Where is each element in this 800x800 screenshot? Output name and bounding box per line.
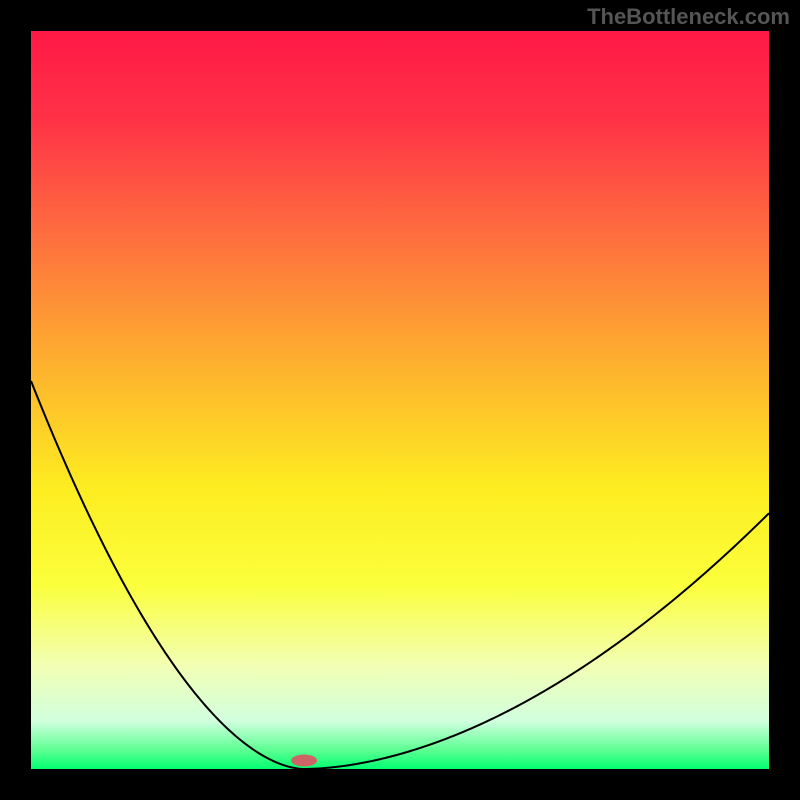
watermark-text: TheBottleneck.com	[587, 4, 790, 30]
bottleneck-chart	[0, 0, 800, 800]
chart-stage: TheBottleneck.com	[0, 0, 800, 800]
vertex-marker	[291, 755, 317, 767]
plot-background	[31, 31, 769, 769]
